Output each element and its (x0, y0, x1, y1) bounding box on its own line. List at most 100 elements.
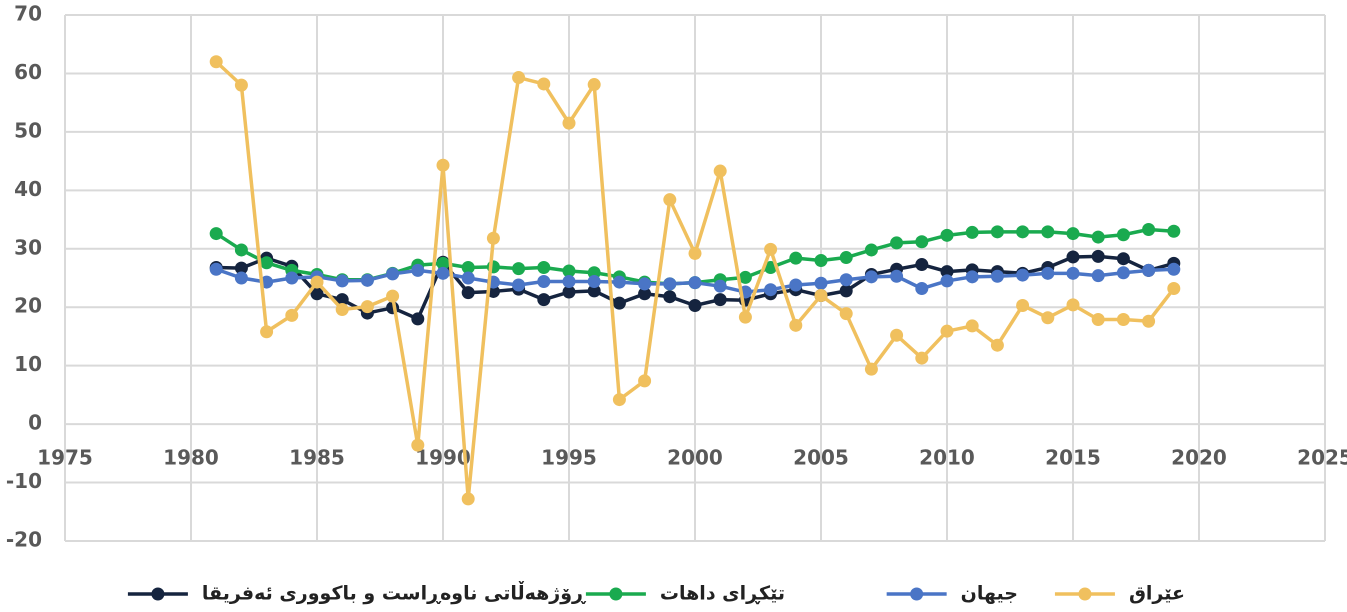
legend-label: تێکڕای داهات (660, 583, 785, 605)
data-point (411, 312, 425, 326)
x-tick-label: 1985 (289, 446, 345, 470)
data-point (335, 303, 349, 317)
data-point (1167, 224, 1181, 238)
data-point (663, 193, 677, 207)
data-point (512, 71, 526, 85)
data-point (285, 308, 299, 322)
data-point (738, 310, 752, 324)
data-point (789, 278, 803, 292)
x-tick-label: 2025 (1297, 446, 1347, 470)
data-point (1116, 252, 1130, 266)
data-point (1066, 227, 1080, 241)
data-point (562, 285, 576, 299)
data-point (915, 235, 929, 249)
data-point (688, 246, 702, 260)
data-point (562, 275, 576, 289)
data-point (839, 273, 853, 287)
data-point (310, 287, 324, 301)
x-tick-label: 2000 (667, 446, 723, 470)
data-point (537, 77, 551, 91)
data-point (1142, 314, 1156, 328)
data-point (1091, 249, 1105, 263)
data-point (940, 324, 954, 338)
data-point (285, 271, 299, 285)
data-point (940, 228, 954, 242)
data-point (411, 263, 425, 277)
data-point (965, 319, 979, 333)
data-point (1066, 250, 1080, 264)
data-point (1041, 266, 1055, 280)
data-point (234, 271, 248, 285)
data-point (890, 236, 904, 250)
x-tick-label: 1990 (415, 446, 471, 470)
data-point (1016, 225, 1030, 239)
legend-marker (609, 587, 623, 601)
data-point (512, 278, 526, 292)
data-point (587, 275, 601, 289)
y-tick-label: -20 (6, 528, 42, 552)
data-point (537, 260, 551, 274)
x-tick-label: 1995 (541, 446, 597, 470)
data-point (940, 274, 954, 288)
data-point (436, 158, 450, 172)
data-point (1016, 298, 1030, 312)
data-point (915, 258, 929, 272)
legend-marker (910, 587, 924, 601)
y-tick-label: 70 (14, 2, 42, 26)
data-point (1091, 230, 1105, 244)
data-point (386, 289, 400, 303)
x-tick-label: 1975 (37, 446, 93, 470)
data-point (1116, 266, 1130, 280)
data-point (436, 256, 450, 270)
data-point (234, 243, 248, 257)
data-point (864, 270, 878, 284)
data-point (234, 261, 248, 275)
data-point (310, 275, 324, 289)
data-point (1016, 268, 1030, 282)
data-point (915, 282, 929, 296)
data-point (1167, 282, 1181, 296)
data-point (1116, 228, 1130, 242)
data-point (1142, 222, 1156, 236)
data-point (990, 269, 1004, 283)
data-point (814, 289, 828, 303)
data-point (335, 274, 349, 288)
data-point (360, 300, 374, 314)
y-tick-label: 60 (14, 60, 42, 84)
data-point (1116, 312, 1130, 326)
data-point (764, 283, 778, 297)
data-point (461, 260, 475, 274)
legend-label: جیهان (961, 583, 1018, 605)
data-point (1167, 262, 1181, 276)
data-point (890, 269, 904, 283)
data-point (1041, 311, 1055, 325)
data-point (260, 256, 274, 270)
data-point (990, 338, 1004, 352)
data-point (839, 251, 853, 265)
data-point (965, 270, 979, 284)
data-point (461, 286, 475, 300)
data-point (562, 264, 576, 278)
data-point (1041, 225, 1055, 239)
data-point (486, 231, 500, 245)
y-tick-label: 20 (14, 294, 42, 318)
data-point (461, 271, 475, 285)
data-point (738, 270, 752, 284)
data-point (1142, 263, 1156, 277)
y-tick-label: 50 (14, 118, 42, 142)
x-tick-label: 2015 (1045, 446, 1101, 470)
data-point (209, 227, 223, 241)
data-point (890, 328, 904, 342)
data-point (789, 318, 803, 332)
data-point (386, 267, 400, 281)
data-point (1091, 269, 1105, 283)
data-point (713, 164, 727, 178)
data-point (612, 393, 626, 407)
data-point (713, 279, 727, 293)
data-point (260, 325, 274, 339)
data-point (1066, 298, 1080, 312)
legend-label: عێراق (1129, 583, 1185, 605)
legend-marker (1078, 587, 1092, 601)
data-point (411, 438, 425, 452)
